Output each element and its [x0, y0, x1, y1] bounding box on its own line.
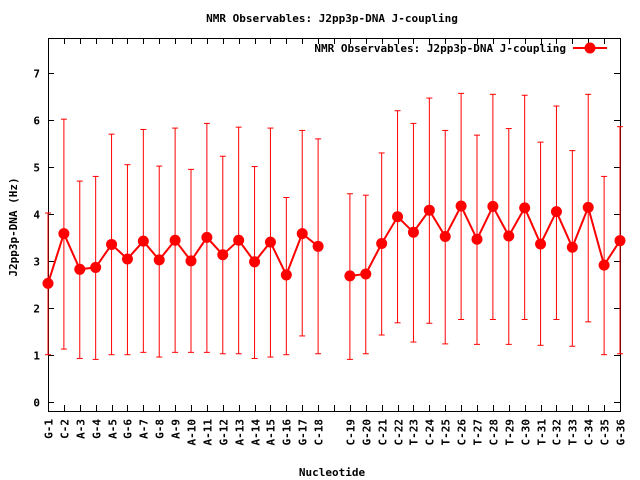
data-point — [519, 202, 531, 214]
y-tick-label: 5 — [33, 162, 40, 175]
x-tick-label: A-9 — [170, 419, 183, 439]
data-point — [233, 234, 245, 246]
data-point — [90, 261, 102, 273]
x-tick-label: G-8 — [154, 419, 167, 439]
data-point — [535, 238, 547, 250]
x-tick-label: C-34 — [583, 419, 596, 446]
data-point — [153, 254, 165, 266]
data-point — [58, 228, 70, 240]
data-point — [280, 269, 292, 281]
y-tick-label: 4 — [33, 209, 40, 222]
data-point — [121, 253, 133, 265]
x-tick-label: G-20 — [361, 419, 374, 446]
x-tick-label: G-36 — [615, 419, 628, 446]
x-tick-label: G-17 — [297, 419, 310, 446]
x-tick-label: G-6 — [122, 419, 135, 439]
x-tick-label: C-28 — [488, 419, 501, 446]
x-tick-label: G-16 — [281, 419, 294, 446]
data-point — [201, 231, 213, 243]
data-point — [360, 268, 372, 280]
data-point — [264, 236, 276, 248]
x-tick-label: A-3 — [75, 419, 88, 439]
series-layer — [42, 92, 626, 360]
data-point — [249, 256, 261, 268]
x-tick-label: T-29 — [504, 419, 517, 446]
data-point — [598, 259, 610, 271]
data-point — [487, 200, 499, 212]
y-tick-label: 0 — [33, 397, 40, 410]
x-tick-label: C-24 — [424, 419, 437, 446]
x-tick-label: C-18 — [313, 419, 326, 446]
legend-label: NMR Observables: J2pp3p-DNA J-coupling — [314, 42, 566, 55]
legend-marker — [584, 42, 596, 54]
data-point — [185, 255, 197, 267]
x-axis-label: Nucleotide — [299, 466, 366, 479]
data-point — [407, 226, 419, 238]
x-tick-label: C-21 — [377, 419, 390, 446]
x-axis-ticks: G-1 C-2 A-3 G-4 A-5 G-6 A-7 G-8 A-9 A-10 A-11 G-12 A… — [43, 38, 628, 446]
data-point — [312, 240, 324, 252]
x-tick-label: C-35 — [599, 419, 612, 446]
y-tick-label: 7 — [33, 68, 40, 81]
x-tick-label: A-10 — [186, 419, 199, 446]
data-point — [455, 200, 467, 212]
x-tick-label: C-26 — [456, 419, 469, 446]
data-point — [217, 249, 229, 261]
x-tick-label: A-5 — [107, 419, 120, 439]
data-point — [376, 238, 388, 250]
x-tick-label: T-33 — [567, 419, 580, 446]
x-tick-label: C-32 — [551, 419, 564, 446]
y-tick-label: 6 — [33, 115, 40, 128]
x-tick-label: A-15 — [265, 419, 278, 446]
data-point — [566, 241, 578, 253]
plot-frame — [48, 38, 621, 412]
y-axis-label: J2pp3p-DNA (Hz) — [7, 177, 20, 276]
data-point — [392, 211, 404, 223]
data-point — [582, 201, 594, 213]
x-tick-label: C-22 — [393, 419, 406, 446]
data-point — [471, 233, 483, 245]
data-point — [614, 235, 626, 247]
data-point — [550, 206, 562, 218]
x-tick-label: C-2 — [59, 419, 72, 439]
series-line — [47, 230, 319, 284]
y-tick-label: 3 — [33, 256, 40, 269]
x-tick-label: G-4 — [91, 419, 104, 439]
y-tick-label: 2 — [33, 303, 40, 316]
legend: NMR Observables: J2pp3p-DNA J-coupling — [314, 42, 607, 55]
x-tick-label: C-19 — [345, 419, 358, 446]
data-point — [503, 230, 515, 242]
x-tick-label: G-1 — [43, 419, 56, 439]
x-tick-label: A-13 — [234, 419, 247, 446]
x-tick-label: A-7 — [138, 419, 151, 439]
data-point — [42, 277, 54, 289]
data-point — [137, 235, 149, 247]
data-point — [344, 270, 356, 282]
x-tick-label: T-23 — [408, 419, 421, 446]
y-tick-label: 1 — [33, 350, 40, 363]
data-point — [74, 263, 86, 275]
x-tick-label: C-30 — [520, 419, 533, 446]
chart-title: NMR Observables: J2pp3p-DNA J-coupling — [206, 12, 458, 25]
data-point — [423, 204, 435, 216]
x-tick-label: G-12 — [218, 419, 231, 446]
x-tick-label: A-14 — [250, 419, 263, 446]
data-point — [439, 230, 451, 242]
x-tick-label: A-11 — [202, 419, 215, 446]
data-point — [169, 234, 181, 246]
y-axis-ticks: 0 1 2 3 4 5 6 7 — [33, 68, 620, 410]
data-point — [106, 238, 118, 250]
data-point — [296, 228, 308, 240]
x-tick-label: T-31 — [536, 419, 549, 446]
series-line — [349, 203, 621, 277]
x-tick-label: T-25 — [440, 419, 453, 446]
x-tick-label: T-27 — [472, 419, 485, 446]
